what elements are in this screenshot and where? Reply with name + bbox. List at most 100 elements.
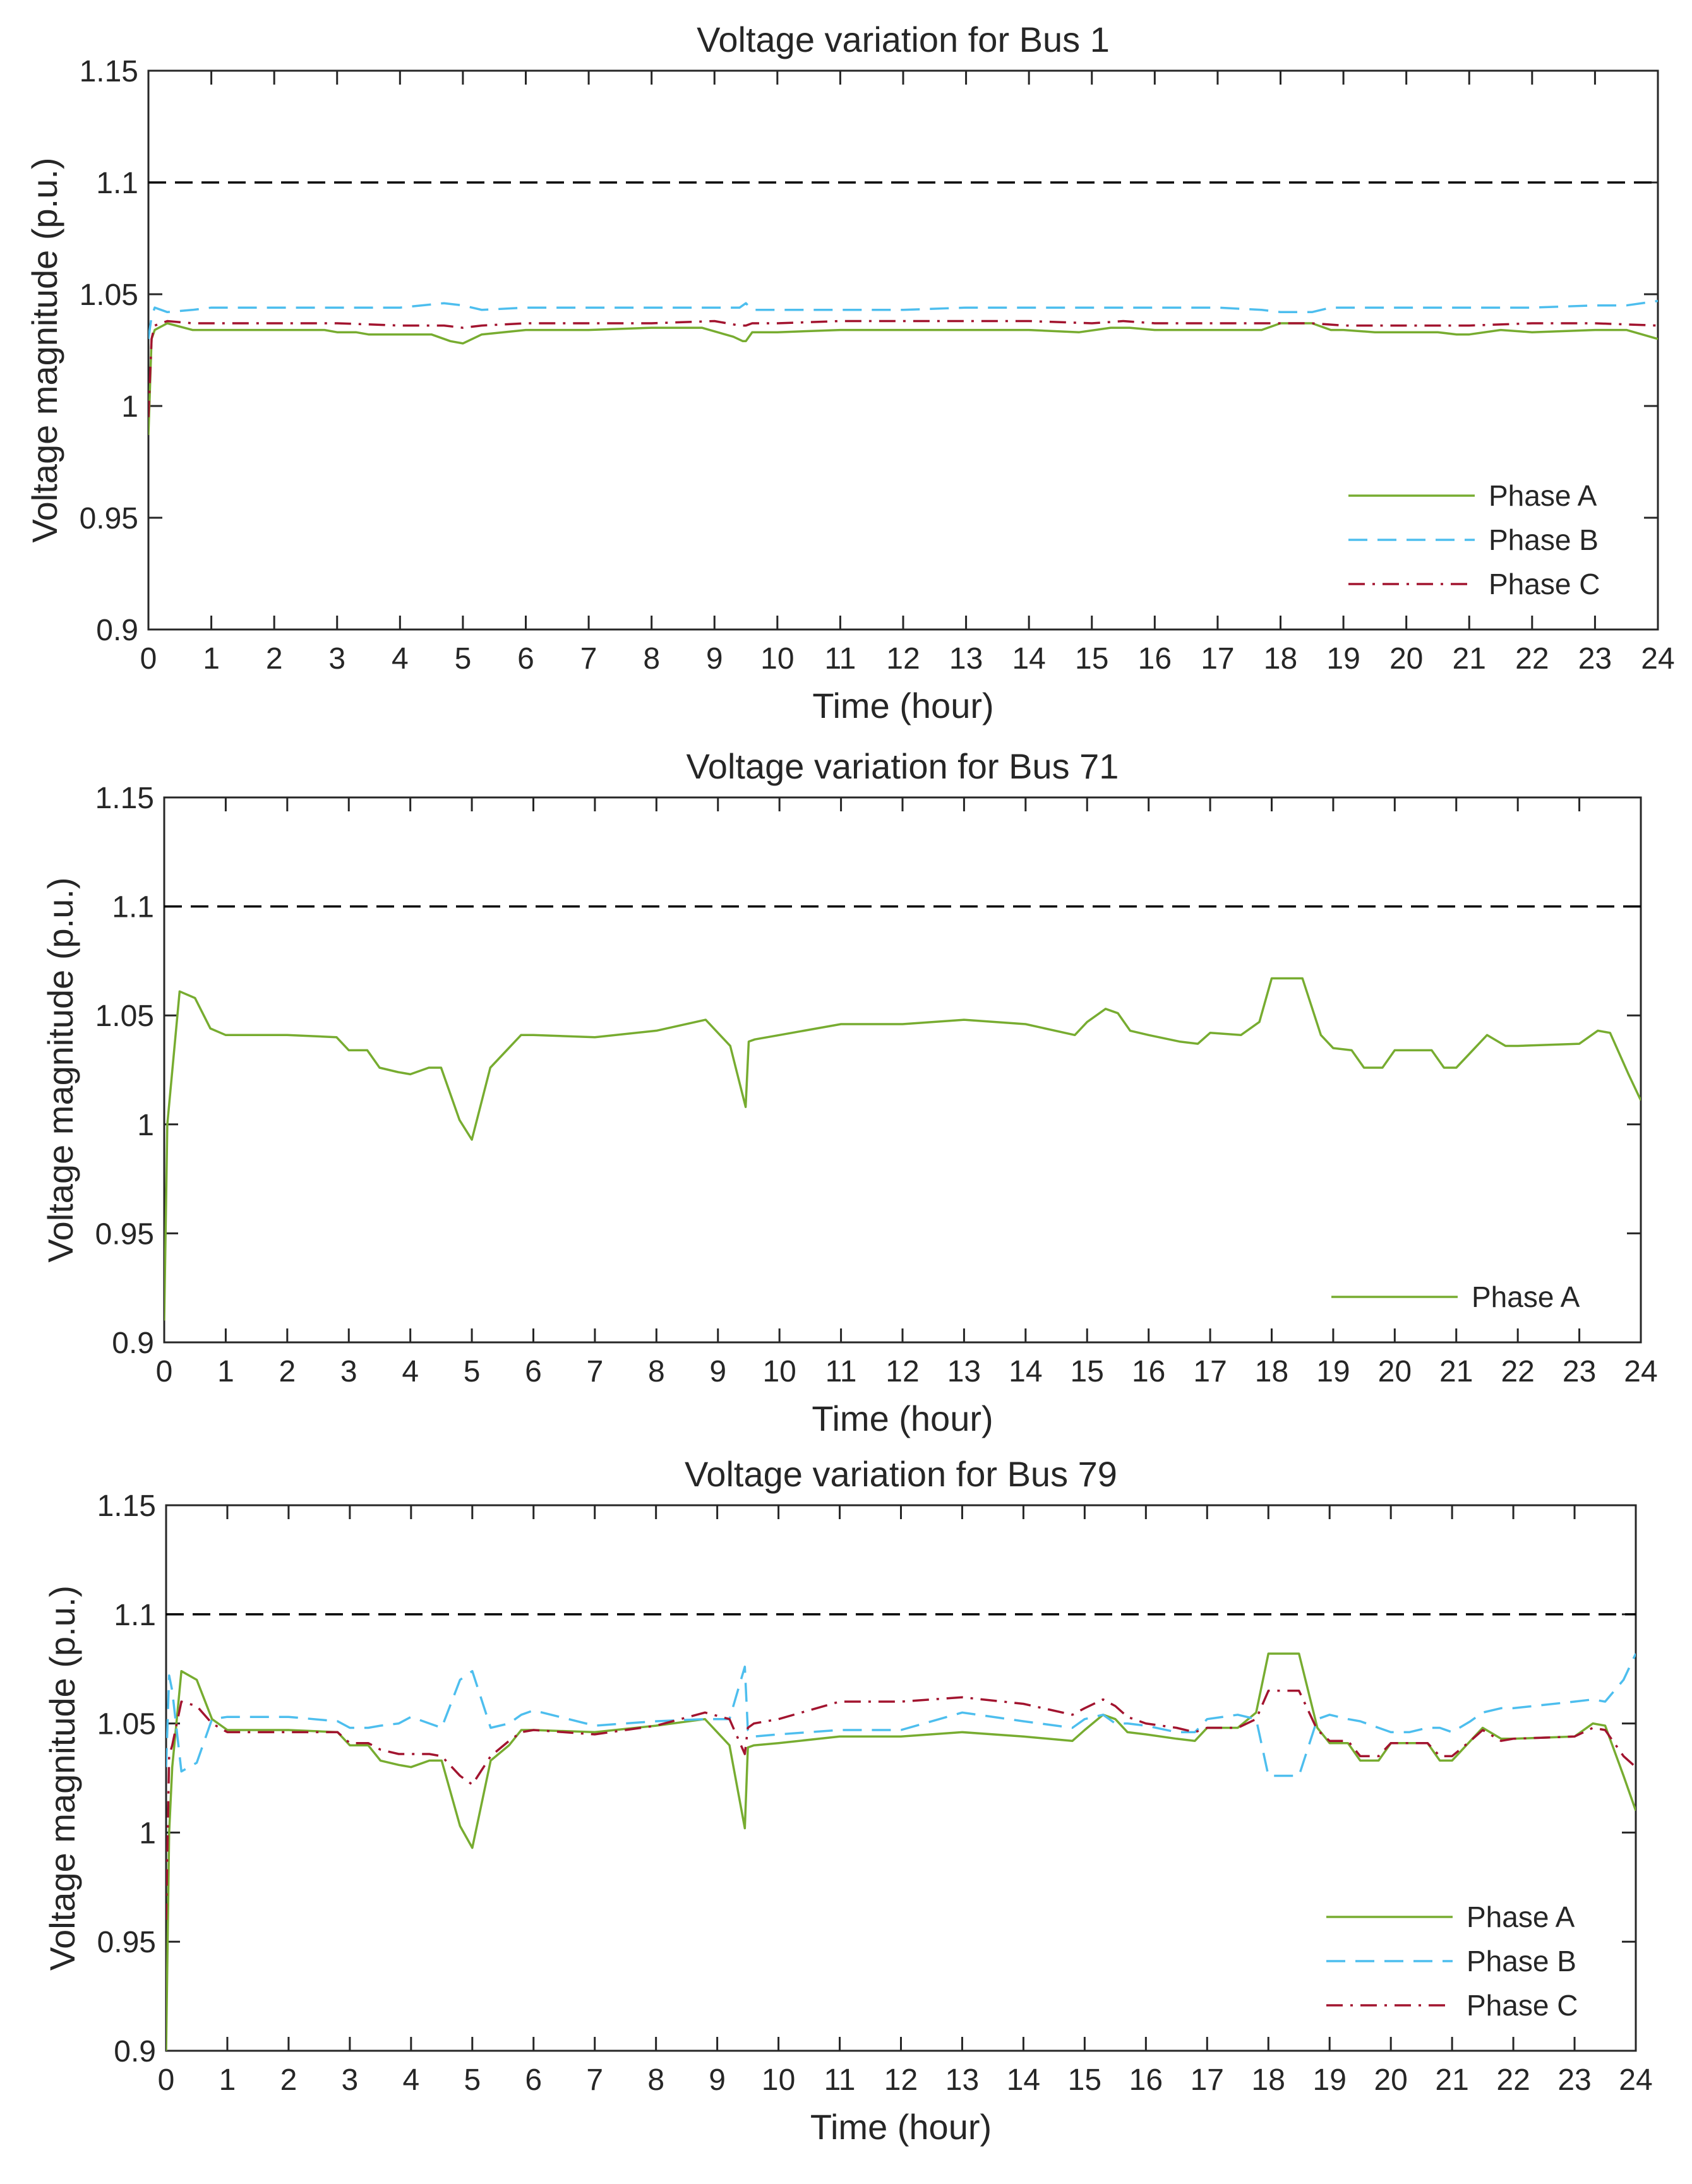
x-tick-label: 6 xyxy=(517,642,534,676)
x-tick-label: 1 xyxy=(219,2063,236,2097)
x-tick-label: 23 xyxy=(1557,2063,1591,2097)
x-tick-label: 14 xyxy=(1007,2063,1040,2097)
series-line-phase-b xyxy=(166,1653,1636,1777)
x-tick-label: 0 xyxy=(140,642,157,676)
x-tick-label: 8 xyxy=(647,2063,664,2097)
chart-panel-2: Voltage variation for Bus 710 1 2 3 4 5 6 7 8 9 10… xyxy=(40,746,1658,1438)
x-tick-label: 17 xyxy=(1201,642,1234,676)
x-tick-label: 16 xyxy=(1138,642,1172,676)
x-tick-label: 16 xyxy=(1129,2063,1163,2097)
x-tick-label: 0 xyxy=(156,1355,173,1388)
x-tick-label: 13 xyxy=(945,2063,979,2097)
x-tick-label: 21 xyxy=(1435,2063,1468,2097)
legend: Phase A Phase B Phase C xyxy=(1326,1901,1578,2022)
x-tick-label: 22 xyxy=(1501,1355,1534,1388)
x-tick-label: 22 xyxy=(1515,642,1549,676)
x-tick-label: 9 xyxy=(709,1355,726,1388)
x-tick-label: 15 xyxy=(1075,642,1108,676)
legend-label: Phase A xyxy=(1472,1280,1580,1313)
x-tick-label: 3 xyxy=(328,642,345,676)
x-tick-label: 5 xyxy=(464,2063,481,2097)
x-tick-label: 18 xyxy=(1264,642,1297,676)
x-axis-label: Time (hour) xyxy=(812,1399,993,1438)
chart-title: Voltage variation for Bus 79 xyxy=(685,1454,1117,1494)
x-tick-label: 4 xyxy=(392,642,409,676)
y-tick-label: 1.05 xyxy=(97,1708,156,1741)
x-tick-label: 6 xyxy=(525,2063,542,2097)
y-tick-label: 0.95 xyxy=(97,1926,156,1959)
series-group xyxy=(164,977,1641,1321)
chart-title: Voltage variation for Bus 71 xyxy=(687,746,1119,786)
y-tick-label: 0.9 xyxy=(112,1327,154,1360)
axes-box xyxy=(165,1504,1637,2052)
x-tick-label: 15 xyxy=(1071,1355,1104,1388)
x-tick-label: 5 xyxy=(464,1355,481,1388)
legend: Phase A xyxy=(1331,1280,1580,1313)
y-tick-label: 1 xyxy=(137,1109,154,1142)
x-tick-label: 9 xyxy=(706,642,723,676)
x-tick-label: 21 xyxy=(1439,1355,1473,1388)
x-tick-label: 3 xyxy=(340,1355,357,1388)
x-tick-label: 18 xyxy=(1255,1355,1288,1388)
series-line-phase-b xyxy=(148,299,1658,340)
x-tick-label: 14 xyxy=(1009,1355,1042,1388)
legend: Phase A Phase B Phase C xyxy=(1348,479,1600,600)
x-tick-label: 7 xyxy=(586,2063,603,2097)
x-tick-label: 8 xyxy=(643,642,660,676)
x-tick-label: 12 xyxy=(885,1355,919,1388)
legend-label: Phase A xyxy=(1467,1901,1575,1933)
series-line-phase-c xyxy=(148,319,1658,417)
x-tick-label: 24 xyxy=(1624,1355,1657,1388)
x-tick-label: 18 xyxy=(1252,2063,1285,2097)
series-line-phase-c xyxy=(166,1690,1636,1920)
y-axis-label: Voltage magnitude (p.u.) xyxy=(25,157,64,542)
x-tick-label: 12 xyxy=(884,2063,918,2097)
y-tick-label: 1.1 xyxy=(114,1599,156,1632)
x-tick-label: 20 xyxy=(1389,642,1423,676)
x-tick-label: 20 xyxy=(1378,1355,1412,1388)
y-tick-label: 1.15 xyxy=(97,1489,156,1523)
chart-panel-1: Voltage variation for Bus 10 1 2 3 4 5 6 7 8 9 10 1… xyxy=(25,20,1675,725)
x-tick-label: 0 xyxy=(158,2063,175,2097)
chart-title: Voltage variation for Bus 1 xyxy=(697,20,1110,59)
x-tick-label: 16 xyxy=(1132,1355,1165,1388)
x-tick-label: 3 xyxy=(342,2063,359,2097)
x-tick-label: 2 xyxy=(280,2063,297,2097)
x-tick-label: 7 xyxy=(587,1355,604,1388)
x-tick-label: 14 xyxy=(1012,642,1045,676)
x-tick-label: 11 xyxy=(825,642,856,676)
x-tick-label: 19 xyxy=(1316,1355,1350,1388)
y-tick-label: 1.05 xyxy=(95,1000,154,1033)
y-axis-label: Voltage magnitude (p.u.) xyxy=(42,1585,82,1971)
x-tick-label: 9 xyxy=(709,2063,726,2097)
x-tick-label: 4 xyxy=(402,1355,419,1388)
y-tick-label: 0.95 xyxy=(80,502,138,535)
y-axis-label: Voltage magnitude (p.u.) xyxy=(40,877,80,1262)
x-tick-label: 10 xyxy=(760,642,794,676)
series-group xyxy=(166,1652,1636,2051)
y-tick-label: 1.1 xyxy=(96,167,138,200)
legend-label: Phase A xyxy=(1489,479,1597,512)
axes-box xyxy=(147,69,1659,631)
x-tick-label: 7 xyxy=(580,642,597,676)
x-tick-label: 19 xyxy=(1326,642,1360,676)
chart-panel-3: Voltage variation for Bus 790 1 2 3 4 5 6 7 8 9 10… xyxy=(42,1454,1653,2147)
x-tick-label: 20 xyxy=(1374,2063,1407,2097)
y-tick-label: 1.15 xyxy=(95,782,154,815)
x-tick-label: 21 xyxy=(1453,642,1486,676)
x-tick-label: 13 xyxy=(949,642,983,676)
x-tick-label: 4 xyxy=(402,2063,419,2097)
series-line-phase-a xyxy=(164,977,1641,1321)
x-tick-label: 10 xyxy=(762,1355,796,1388)
x-tick-label: 24 xyxy=(1619,2063,1652,2097)
y-tick-label: 0.9 xyxy=(96,614,138,647)
x-tick-label: 22 xyxy=(1496,2063,1530,2097)
x-tick-label: 24 xyxy=(1641,642,1674,676)
x-tick-label: 1 xyxy=(203,642,220,676)
x-tick-label: 2 xyxy=(279,1355,296,1388)
x-tick-label: 13 xyxy=(947,1355,981,1388)
x-tick-label: 6 xyxy=(525,1355,542,1388)
x-tick-label: 12 xyxy=(886,642,920,676)
x-tick-label: 10 xyxy=(762,2063,795,2097)
